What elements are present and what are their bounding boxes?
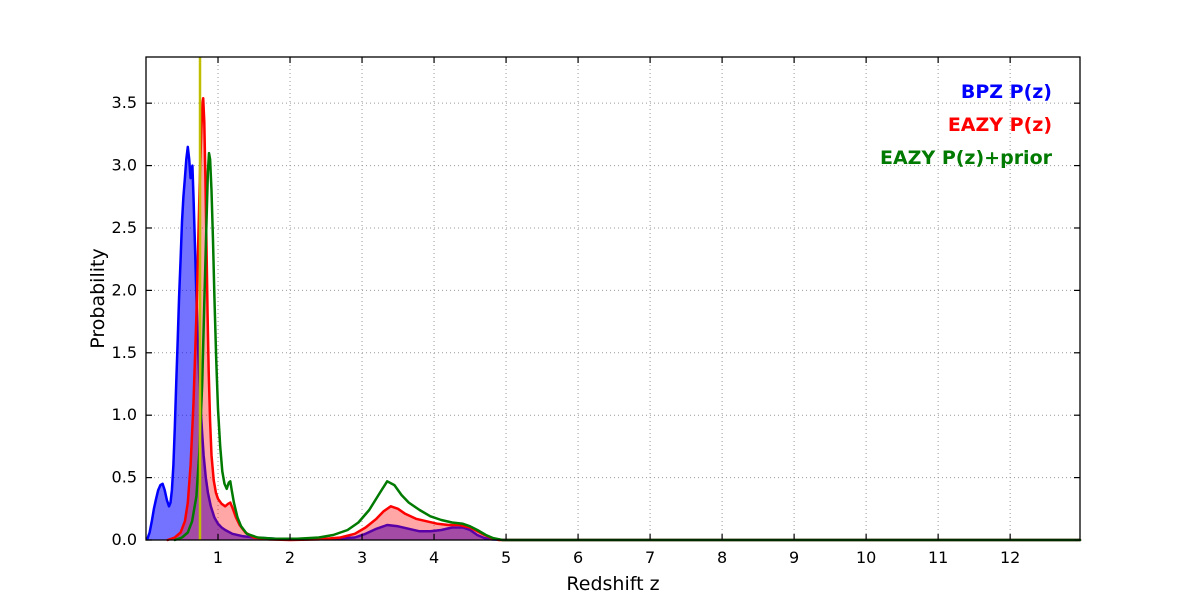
- x-tick-label: 3: [357, 548, 367, 567]
- legend-entry-eazy-p-z-prior: EAZY P(z)+prior: [880, 147, 1053, 169]
- gridlines: [146, 57, 1080, 540]
- axis-ticks: [146, 57, 1080, 541]
- tick-labels: 1 2 3 4 5 6 7 8 9 10 11 120.00.51.01.52.02.53.03.5: [112, 93, 1021, 567]
- legend-entry-eazy-p-z: EAZY P(z): [948, 114, 1052, 136]
- x-tick-label: 1: [213, 548, 223, 567]
- y-tick-label: 0.5: [112, 468, 137, 487]
- series-eazy-p-z-prior: [173, 151, 1082, 542]
- y-tick-label: 1.5: [112, 343, 137, 362]
- legend-entry-bpz-p-z: BPZ P(z): [961, 81, 1052, 103]
- x-tick-label: 11: [928, 548, 948, 567]
- y-tick-label: 0.0: [112, 530, 137, 549]
- x-tick-label: 9: [789, 548, 799, 567]
- series-line: [173, 151, 1082, 542]
- y-tick-label: 1.0: [112, 405, 137, 424]
- y-tick-label: 2.5: [112, 218, 137, 237]
- y-tick-label: 3.5: [112, 93, 137, 112]
- x-tick-label: 10: [856, 548, 876, 567]
- y-tick-label: 2.0: [112, 280, 137, 299]
- plot-frame: [145, 56, 1081, 541]
- x-tick-label: 12: [1000, 548, 1020, 567]
- y-tick-label: 3.0: [112, 156, 137, 175]
- y-axis-label: Probability: [87, 248, 109, 348]
- x-tick-label: 8: [717, 548, 727, 567]
- x-tick-label: 7: [645, 548, 655, 567]
- legend: BPZ P(z) EAZY P(z) EAZY P(z)+prior: [880, 81, 1053, 169]
- x-tick-label: 6: [573, 548, 583, 567]
- x-tick-label: 4: [429, 548, 439, 567]
- x-tick-label: 5: [501, 548, 511, 567]
- x-axis-label: Redshift z: [566, 573, 659, 595]
- x-tick-label: 2: [285, 548, 295, 567]
